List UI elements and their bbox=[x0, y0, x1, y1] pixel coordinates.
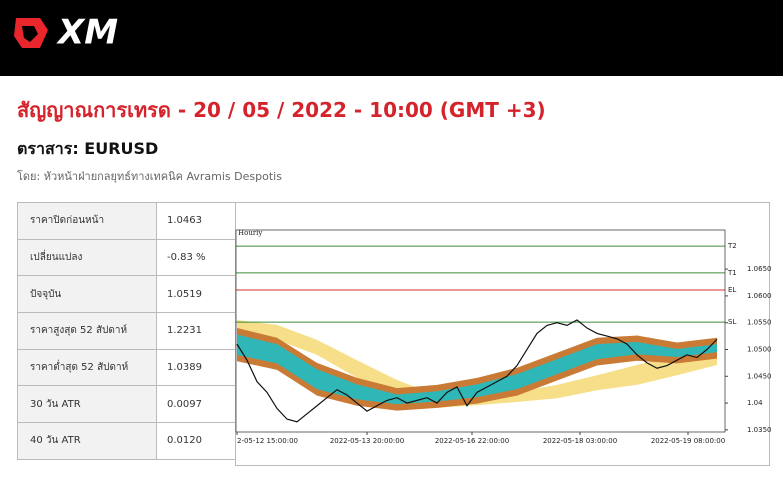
price-line bbox=[236, 319, 718, 423]
level-label: SL bbox=[728, 318, 736, 326]
logo: XM bbox=[14, 13, 118, 53]
chart: Hourly T2 T1 EL SL 1.0350 1.04 1.0450 1.0500 1.0… bbox=[235, 202, 771, 466]
cell-label: ราคาสูงสุด 52 สัปดาห์ bbox=[17, 312, 157, 350]
table-row: ราคาปิดก่อนหน้า 1.0463 bbox=[17, 202, 236, 240]
logo-icon-cut bbox=[22, 26, 38, 42]
y-tick-label: 1.04 bbox=[747, 399, 763, 407]
table-row: 30 วัน ATR 0.0097 bbox=[17, 385, 236, 424]
chart-title: Hourly bbox=[238, 229, 262, 237]
cell-value: 1.0463 bbox=[156, 202, 236, 240]
y-tick-label: 1.0450 bbox=[747, 372, 771, 380]
cell-value: 1.0519 bbox=[156, 275, 236, 314]
x-tick-label: 2022-05-19 08:00:00 bbox=[651, 437, 725, 445]
y-tick-label: 1.0550 bbox=[747, 319, 771, 327]
x-tick-label: 2-05-12 15:00:00 bbox=[237, 437, 298, 445]
cell-label: ราคาปิดก่อนหน้า bbox=[17, 202, 157, 240]
level-label: T1 bbox=[727, 269, 737, 277]
band bbox=[237, 334, 717, 405]
y-tick-label: 1.0650 bbox=[747, 265, 771, 273]
x-tick-label: 2022-05-13 20:00:00 bbox=[330, 437, 404, 445]
cell-value: -0.83 % bbox=[156, 238, 236, 277]
instrument: ตราสาร: EURUSD bbox=[17, 139, 159, 158]
level-label: EL bbox=[728, 286, 736, 294]
cell-value: 0.0120 bbox=[156, 422, 236, 460]
title: สัญญาณการเทรด - 20 / 05 / 2022 - 10:00 (… bbox=[17, 98, 546, 122]
chart-border bbox=[235, 202, 770, 466]
band bbox=[237, 320, 717, 408]
level-label: T2 bbox=[727, 242, 737, 250]
cell-label: เปลี่ยนแปลง bbox=[17, 238, 157, 277]
cell-label: 30 วัน ATR bbox=[17, 385, 157, 424]
author: โดย: หัวหน้าฝ่ายกลยุทธ์ทางเทคนิค Avramis… bbox=[17, 170, 282, 183]
header: XM bbox=[0, 0, 783, 76]
table-row: ราคาสูงสุด 52 สัปดาห์ 1.2231 bbox=[17, 312, 236, 350]
cell-label: ปัจจุบัน bbox=[17, 275, 157, 314]
cell-label: 40 วัน ATR bbox=[17, 422, 157, 460]
table-row: ราคาต่ำสุด 52 สัปดาห์ 1.0389 bbox=[17, 348, 236, 387]
table-row: เปลี่ยนแปลง -0.83 % bbox=[17, 238, 236, 277]
y-tick-label: 1.0350 bbox=[747, 426, 771, 434]
table-row: 40 วัน ATR 0.0120 bbox=[17, 422, 236, 460]
x-tick-label: 2022-05-16 22:00:00 bbox=[435, 437, 509, 445]
cell-value: 1.2231 bbox=[156, 312, 236, 350]
logo-text: XM bbox=[56, 13, 118, 53]
info-table: ราคาปิดก่อนหน้า 1.0463 เปลี่ยนแปลง -0.83 % ป… bbox=[17, 202, 236, 460]
cell-value: 1.0389 bbox=[156, 348, 236, 387]
plot-frame bbox=[235, 229, 726, 433]
cell-value: 0.0097 bbox=[156, 385, 236, 424]
x-tick-label: 2022-05-18 03:00:00 bbox=[543, 437, 617, 445]
y-tick-label: 1.0500 bbox=[747, 345, 771, 353]
cell-label: ราคาต่ำสุด 52 สัปดาห์ bbox=[17, 348, 157, 387]
table-row: ปัจจุบัน 1.0519 bbox=[17, 275, 236, 314]
y-tick-label: 1.0600 bbox=[747, 292, 771, 300]
